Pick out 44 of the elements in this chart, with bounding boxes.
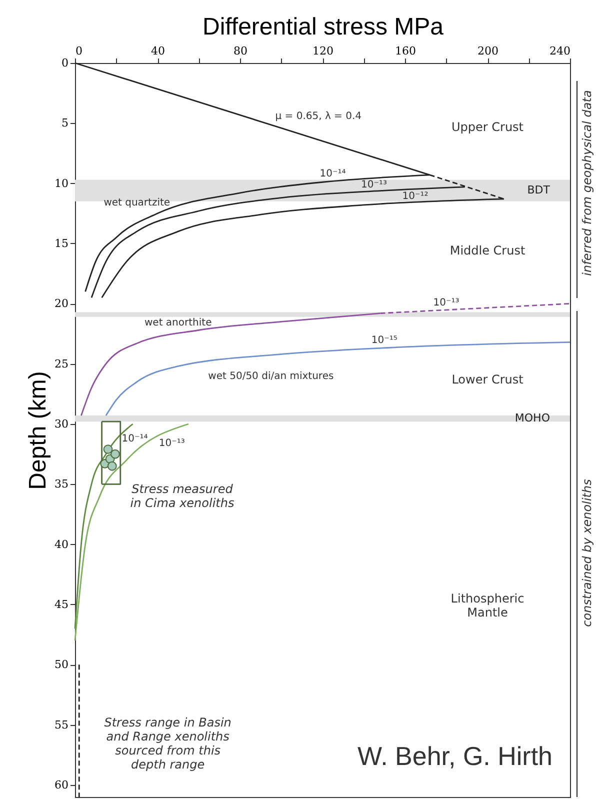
y-axis-title: Depth (km) [24,371,52,490]
annotation: Stress range in Basin and Range xenoliths sourced from this depth range [104,715,232,772]
band-label: MOHO [514,412,550,425]
y-tick-label: 45 [54,598,68,611]
annotation: 10⁻¹³ [361,180,388,191]
annotation: wet anorthite [144,317,212,328]
x-tick-label: 160 [395,44,416,58]
annotation: wet 50/50 di/an mixtures [208,370,334,382]
annotation: 10⁻¹² [402,190,428,202]
y-tick-label: 30 [54,417,68,430]
y-tick-label: 10 [54,176,68,190]
y-tick-label: 40 [54,538,68,551]
annotation: Stress measured in Cima xenoliths [130,482,234,510]
x-tick-label: 120 [312,44,334,58]
annotation: wet quartzite [104,198,170,209]
annotation: 10⁻¹⁴ [320,168,346,180]
annotation: Upper Crust [451,120,524,134]
annotation: 10⁻¹⁴ [122,433,148,444]
y-tick-label: 5 [62,116,68,130]
annotation: W. Behr, G. Hirth [357,741,553,771]
y-tick-label: 35 [54,478,68,491]
band-label: BDT [527,184,550,197]
x-tick-label: 200 [478,44,498,58]
annotation: Lower Crust [452,372,524,386]
annotation: 10⁻¹³ [433,297,460,308]
text: inferred from geophysical data [580,90,594,276]
annotation: 10⁻¹⁵ [371,334,398,346]
y-tick-label: 0 [62,56,68,70]
y-tick-label: 60 [54,778,68,792]
annotation: μ = 0.65, λ = 0.4 [275,110,362,122]
x-tick-label: 40 [151,44,165,58]
y-tick-label: 55 [54,718,68,732]
x-tick-label: 80 [234,44,248,58]
x-axis-title: Differential stress MPa [202,14,444,40]
x-tick-label: 0 [76,44,82,58]
y-tick-label: 25 [54,357,68,370]
y-tick-label: 15 [54,236,68,250]
text: constrained by xenoliths [580,479,594,627]
annotation: Lithospheric Mantle [450,591,524,620]
y-tick-label: 50 [54,658,68,672]
annotation: 10⁻¹³ [158,438,185,450]
x-tick-label: 240 [550,44,570,58]
y-tick-label: 20 [54,297,68,310]
annotation: Middle Crust [450,244,526,258]
